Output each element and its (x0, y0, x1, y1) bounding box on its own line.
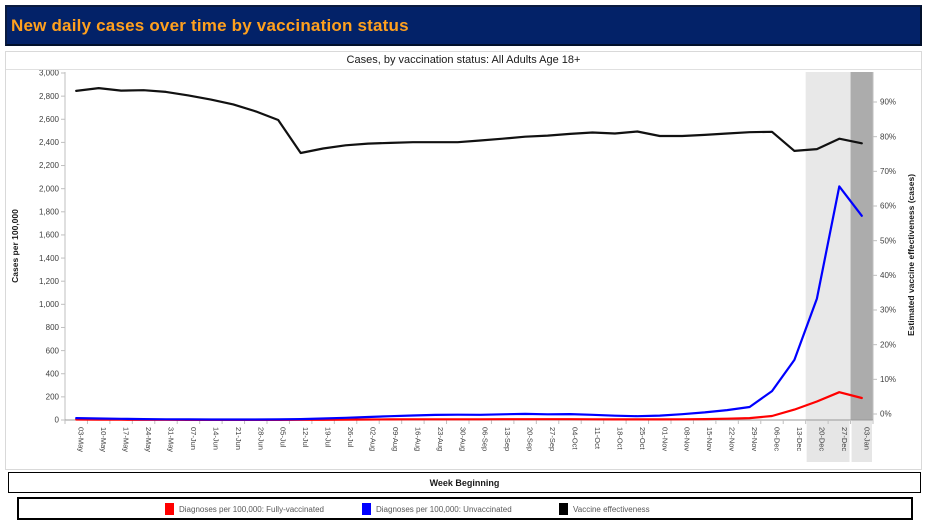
left-axis-tick-label: 3,000 (39, 70, 60, 78)
right-axis-title: Estimated vaccine effectiveness (cases) (906, 174, 916, 336)
chart-panel: Cases, by vaccination status: All Adults… (5, 51, 922, 470)
x-axis-category-label: 26-Jul (346, 427, 355, 448)
x-axis-category-label: 10-May (99, 427, 108, 452)
x-axis-category-label: 16-Aug (413, 427, 422, 451)
x-axis-category-label: 09-Aug (391, 427, 400, 451)
x-axis-category-label: 03-May (77, 427, 86, 452)
page-title-bar: New daily cases over time by vaccination… (5, 5, 922, 46)
line-chart[interactable]: 0 200 400 600 800 1,000 1,200 1,400 1,600 1,800 2,… (6, 70, 921, 468)
left-axis-tick-label: 1,000 (39, 300, 60, 309)
x-axis-category-label: 21-Jun (234, 427, 243, 450)
x-axis-category-label: 06-Sep (481, 427, 490, 451)
left-axis-tick-label: 400 (46, 369, 60, 378)
legend-item[interactable]: Diagnoses per 100,000: Unvaccinated (362, 503, 512, 515)
left-axis-tick-label: 2,800 (39, 92, 60, 101)
page-title: New daily cases over time by vaccination… (11, 15, 409, 35)
legend-label: Diagnoses per 100,000: Unvaccinated (376, 504, 512, 514)
x-axis-category-label: 07-Jun (189, 427, 198, 450)
legend-label: Diagnoses per 100,000: Fully-vaccinated (179, 504, 324, 514)
left-axis-tick-label: 1,400 (39, 254, 60, 263)
left-axis-title: Cases per 100,000 (10, 209, 20, 283)
legend-item[interactable]: Vaccine effectiveness (559, 503, 650, 515)
x-axis-category-label: 13-Sep (503, 427, 512, 451)
right-axis-tick-label: 20% (880, 340, 896, 349)
x-axis-category-label: 20-Dec (817, 427, 826, 451)
legend-swatch (165, 503, 174, 515)
right-axis-tick-label: 40% (880, 271, 896, 280)
right-axis-tick-label: 90% (880, 98, 896, 107)
x-axis-category-label: 31-May (167, 427, 176, 452)
right-axis-tick-label: 50% (880, 236, 896, 245)
x-axis-category-label: 05-Jul (279, 427, 288, 448)
x-axis-category-label: 27-Dec (840, 427, 849, 451)
right-axis-tick-label: 60% (880, 202, 896, 211)
x-axis-category-label: 18-Oct (615, 427, 624, 450)
x-axis-category-label: 24-May (144, 427, 153, 452)
x-axis-category-label: 25-Oct (638, 427, 647, 450)
left-axis-tick-label: 2,000 (39, 184, 60, 193)
series-line[interactable] (75, 185, 863, 421)
x-axis-category-label: 15-Nov (705, 427, 714, 451)
left-axis-tick-label: 1,200 (39, 277, 60, 286)
x-axis-category-label: 14-Jun (211, 427, 220, 450)
highlight-band-label-area (851, 420, 872, 462)
x-axis-category-label: 02-Aug (369, 427, 378, 451)
legend-swatch (362, 503, 371, 515)
x-axis-category-label: 27-Sep (548, 427, 557, 451)
chart-title: Cases, by vaccination status: All Adults… (6, 52, 921, 70)
x-axis-category-label: 17-May (122, 427, 131, 452)
left-axis-tick-label: 800 (46, 323, 60, 332)
x-axis-category-label: 01-Nov (660, 427, 669, 451)
x-axis-category-label: 11-Oct (593, 427, 602, 450)
left-axis-tick-label: 1,800 (39, 208, 60, 217)
x-axis-category-label: 28-Jun (256, 427, 265, 450)
legend: Diagnoses per 100,000: Fully-vaccinated D… (17, 497, 913, 520)
x-axis-title-box: Week Beginning (8, 472, 921, 493)
right-axis-tick-label: 30% (880, 306, 896, 315)
x-axis-category-label: 06-Dec (773, 427, 782, 451)
x-axis-category-label: 23-Aug (436, 427, 445, 451)
x-axis-category-label: 29-Nov (750, 427, 759, 451)
highlight-band-label-area (806, 420, 850, 462)
left-axis-tick-label: 600 (46, 346, 60, 355)
x-axis-category-label: 30-Aug (458, 427, 467, 451)
right-axis-tick-label: 10% (880, 375, 896, 384)
left-axis-tick-label: 200 (46, 393, 60, 402)
right-axis-tick-label: 0% (880, 410, 892, 419)
x-axis-category-label: 22-Nov (728, 427, 737, 451)
left-axis-tick-label: 0 (55, 416, 60, 425)
x-axis-title: Week Beginning (429, 477, 500, 488)
x-axis-category-label: 03-Jan (862, 427, 871, 450)
left-axis-tick-label: 2,400 (39, 138, 60, 147)
x-axis-category-label: 04-Oct (571, 427, 580, 450)
x-axis-category-label: 12-Jul (301, 427, 310, 448)
right-axis-tick-label: 80% (880, 132, 896, 141)
left-axis-tick-label: 2,200 (39, 161, 60, 170)
legend-label: Vaccine effectiveness (573, 504, 650, 514)
highlight-band-dark (850, 72, 873, 420)
x-axis-category-label: 19-Jul (324, 427, 333, 448)
right-axis-tick-label: 70% (880, 167, 896, 176)
left-axis-tick-label: 1,600 (39, 231, 60, 240)
legend-item[interactable]: Diagnoses per 100,000: Fully-vaccinated (165, 503, 324, 515)
legend-swatch (559, 503, 568, 515)
x-axis-category-label: 13-Dec (795, 427, 804, 451)
x-axis-category-label: 08-Nov (683, 427, 692, 451)
left-axis-tick-label: 2,600 (39, 115, 60, 124)
series-line[interactable] (75, 87, 863, 155)
x-axis-category-label: 20-Sep (526, 427, 535, 451)
